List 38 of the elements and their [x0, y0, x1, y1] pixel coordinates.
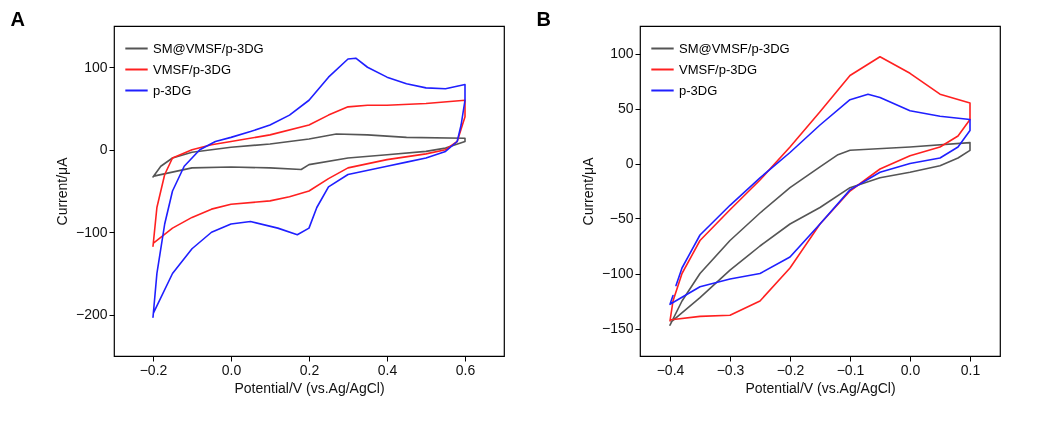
x-axis-title: Potential/V (vs.Ag/AgCl): [234, 379, 385, 396]
y-tick-label: −100: [601, 265, 634, 281]
x-tick-label: −0.3: [716, 361, 745, 378]
y-axis-title: Current/μA: [579, 156, 596, 226]
line-series: [152, 133, 466, 178]
legend-label: VMSF/p-3DG: [153, 61, 232, 77]
y-tick-label: −50: [609, 210, 634, 226]
x-tick-label: 0.4: [377, 361, 398, 378]
x-tick-label: −0.4: [656, 361, 685, 378]
y-tick-label: 50: [617, 100, 634, 116]
x-tick-label: −0.2: [776, 361, 805, 378]
legend-label: p-3DG: [153, 82, 192, 98]
x-tick-label: 0.0: [900, 361, 921, 378]
chart-title: A: [10, 8, 25, 30]
y-tick-label: 100: [84, 58, 108, 75]
y-tick-label: 0: [99, 141, 108, 158]
chart-title: B: [536, 8, 551, 30]
line-series: [152, 57, 466, 319]
y-tick-label: 100: [610, 45, 634, 61]
line-series: [669, 56, 971, 322]
y-tick-label: −100: [75, 223, 108, 240]
legend-label: p-3DG: [679, 82, 718, 98]
line-series: [669, 141, 971, 326]
legend-label: VMSF/p-3DG: [679, 61, 758, 77]
x-tick-label: 0.6: [455, 361, 476, 378]
x-tick-label: 0.2: [299, 361, 320, 378]
x-axis-title: Potential/V (vs.Ag/AgCl): [745, 379, 896, 396]
legend-label: SM@VMSF/p-3DG: [153, 40, 264, 56]
line-series: [152, 99, 466, 248]
legend-label: SM@VMSF/p-3DG: [679, 40, 790, 56]
y-tick-label: 0: [625, 155, 634, 171]
x-tick-label: 0.1: [960, 361, 981, 378]
x-tick-label: −0.1: [836, 361, 865, 378]
x-tick-label: 0.0: [221, 361, 242, 378]
y-tick-label: −150: [601, 320, 634, 336]
x-tick-label: −0.2: [139, 361, 168, 378]
y-axis-title: Current/μA: [53, 156, 70, 226]
y-tick-label: −200: [75, 306, 108, 323]
